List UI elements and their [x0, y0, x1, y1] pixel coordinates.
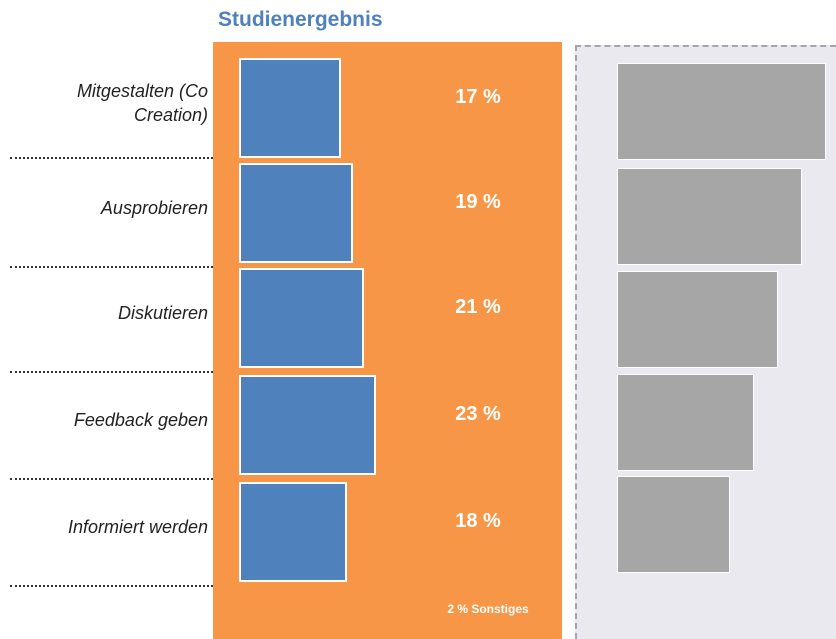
- value-label: 17 %: [455, 86, 501, 108]
- category-label: Mitgestalten (Co Creation): [76, 81, 208, 125]
- category-label: Informiert werden: [67, 517, 208, 537]
- pyramid-block: [617, 374, 754, 471]
- row-separator: [10, 157, 213, 159]
- bar: [239, 482, 347, 582]
- chart-title: Studienergebnis: [218, 8, 383, 31]
- row-separator: [10, 371, 213, 373]
- category-label: Feedback geben: [73, 410, 208, 430]
- pyramid-block: [617, 63, 826, 160]
- value-label: 21 %: [455, 296, 501, 318]
- bar: [239, 375, 377, 475]
- pyramid-block: [617, 271, 778, 368]
- bar: [239, 163, 353, 263]
- bar: [239, 268, 365, 368]
- row-separator: [10, 266, 213, 268]
- pyramid-block: [617, 168, 802, 265]
- value-label: 19 %: [455, 191, 501, 213]
- value-label: 18 %: [455, 510, 501, 532]
- category-label: Diskutieren: [117, 303, 208, 323]
- category-label: Ausprobieren: [100, 198, 208, 218]
- value-label: 23 %: [455, 403, 501, 425]
- pyramid-block: [617, 476, 730, 573]
- row-separator: [10, 585, 213, 587]
- bar: [239, 58, 341, 158]
- row-separator: [10, 478, 213, 480]
- annotation: 2 % Sonstiges: [447, 602, 529, 616]
